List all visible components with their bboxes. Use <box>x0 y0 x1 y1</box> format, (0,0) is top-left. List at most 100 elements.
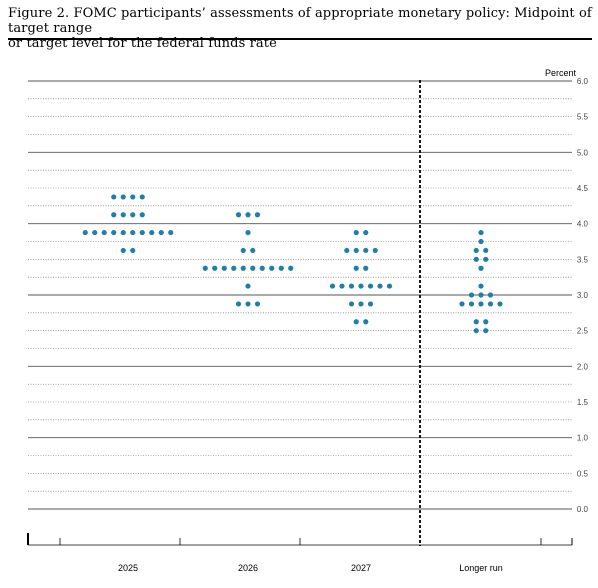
participant-dot <box>139 212 145 218</box>
participant-dot <box>478 265 484 271</box>
participant-dot <box>245 301 251 307</box>
participant-dot <box>130 212 136 218</box>
y-tick-label: 3.0 <box>577 291 589 300</box>
participant-dot <box>111 212 117 218</box>
participant-dot <box>259 265 265 271</box>
y-tick-label: 1.5 <box>577 398 589 407</box>
participant-dot <box>212 265 218 271</box>
participant-dot <box>339 283 345 289</box>
participant-dot <box>358 301 364 307</box>
participant-dot <box>483 247 489 254</box>
participant-dot <box>111 229 117 236</box>
participant-dot <box>130 194 136 200</box>
participant-dot <box>478 292 484 298</box>
participant-dot <box>245 229 251 236</box>
participant-dot <box>235 212 242 218</box>
participant-dot <box>363 229 369 236</box>
participant-dot <box>269 265 275 271</box>
participant-dot <box>348 301 355 307</box>
participant-dot <box>120 229 126 236</box>
caption-rule <box>8 38 592 40</box>
caption-line-1: Figure 2. FOMC participants’ assessments… <box>8 6 592 36</box>
participant-dots <box>82 194 503 334</box>
participant-dot <box>367 301 374 307</box>
participant-dot <box>149 229 155 236</box>
y-tick-label: 2.0 <box>577 362 589 371</box>
participant-dot <box>473 247 479 254</box>
y-tick-label: 0.0 <box>577 505 589 514</box>
participant-dot <box>130 247 136 254</box>
gridlines <box>28 80 572 510</box>
participant-dot <box>254 301 261 307</box>
participant-dot <box>202 265 208 271</box>
participant-dot <box>92 229 98 236</box>
participant-dot <box>120 212 126 218</box>
y-tick-label: 1.0 <box>577 434 589 443</box>
participant-dot <box>459 301 465 307</box>
y-tick-label: 5.5 <box>577 113 589 122</box>
x-category-label: 2025 <box>118 563 138 573</box>
participant-dot <box>278 265 284 271</box>
participant-dot <box>168 229 174 236</box>
participant-dot <box>231 265 237 271</box>
participant-dot <box>250 265 256 271</box>
participant-dot <box>468 292 475 298</box>
participant-dot <box>288 265 294 271</box>
participant-dot <box>483 256 489 262</box>
participant-dot <box>245 283 251 289</box>
participant-dot <box>497 301 503 307</box>
participant-dot <box>254 212 261 218</box>
participant-dot <box>82 229 88 236</box>
participant-dot <box>353 319 359 325</box>
y-tick-label: 5.0 <box>577 148 589 157</box>
axis-labels: 0.0 0.5 1.0 1.5 2.0 2.5 3.0 3.5 4.0 4.5 5.0 5.5 6.0P… <box>118 68 589 573</box>
participant-dot <box>358 283 364 289</box>
participant-dot <box>478 229 484 236</box>
participant-dot <box>386 283 393 289</box>
participant-dot <box>240 265 246 271</box>
x-category-label: 2027 <box>351 563 371 573</box>
participant-dot <box>377 283 383 289</box>
participant-dot <box>483 319 489 325</box>
y-tick-label: 4.5 <box>577 184 589 193</box>
participant-dot <box>101 229 107 236</box>
y-tick-label: 3.5 <box>577 255 589 264</box>
participant-dot <box>158 229 164 236</box>
participant-dot <box>473 319 479 325</box>
participant-dot <box>363 319 369 325</box>
participant-dot <box>353 229 359 236</box>
participant-dot <box>478 238 484 245</box>
participant-dot <box>483 328 489 334</box>
y-tick-label: 2.5 <box>577 327 589 336</box>
participant-dot <box>363 247 369 254</box>
participant-dot <box>120 194 126 200</box>
participant-dot <box>139 194 145 200</box>
y-axis-unit-label: Percent <box>545 68 577 78</box>
y-tick-label: 4.0 <box>577 220 589 229</box>
participant-dot <box>363 265 369 271</box>
y-tick-label: 6.0 <box>577 77 589 86</box>
y-tick-label: 0.5 <box>577 469 589 478</box>
participant-dot <box>139 229 145 236</box>
participant-dot <box>130 229 136 236</box>
participant-dot <box>473 328 479 334</box>
x-category-label: 2026 <box>238 563 258 573</box>
participant-dot <box>235 301 242 307</box>
participant-dot <box>245 212 251 218</box>
participant-dot <box>372 247 378 254</box>
x-category-label: Longer run <box>459 563 503 573</box>
axes <box>27 80 573 546</box>
participant-dot <box>468 301 475 307</box>
participant-dot <box>478 283 484 289</box>
participant-dot <box>487 301 494 307</box>
participant-dot <box>353 247 359 254</box>
participant-dot <box>329 283 336 289</box>
participant-dot <box>487 292 494 298</box>
participant-dot <box>348 283 355 289</box>
participant-dot <box>240 247 246 254</box>
participant-dot <box>111 194 117 200</box>
participant-dot <box>344 247 350 254</box>
participant-dot <box>221 265 227 271</box>
participant-dot <box>120 247 126 254</box>
participant-dot <box>473 256 479 262</box>
